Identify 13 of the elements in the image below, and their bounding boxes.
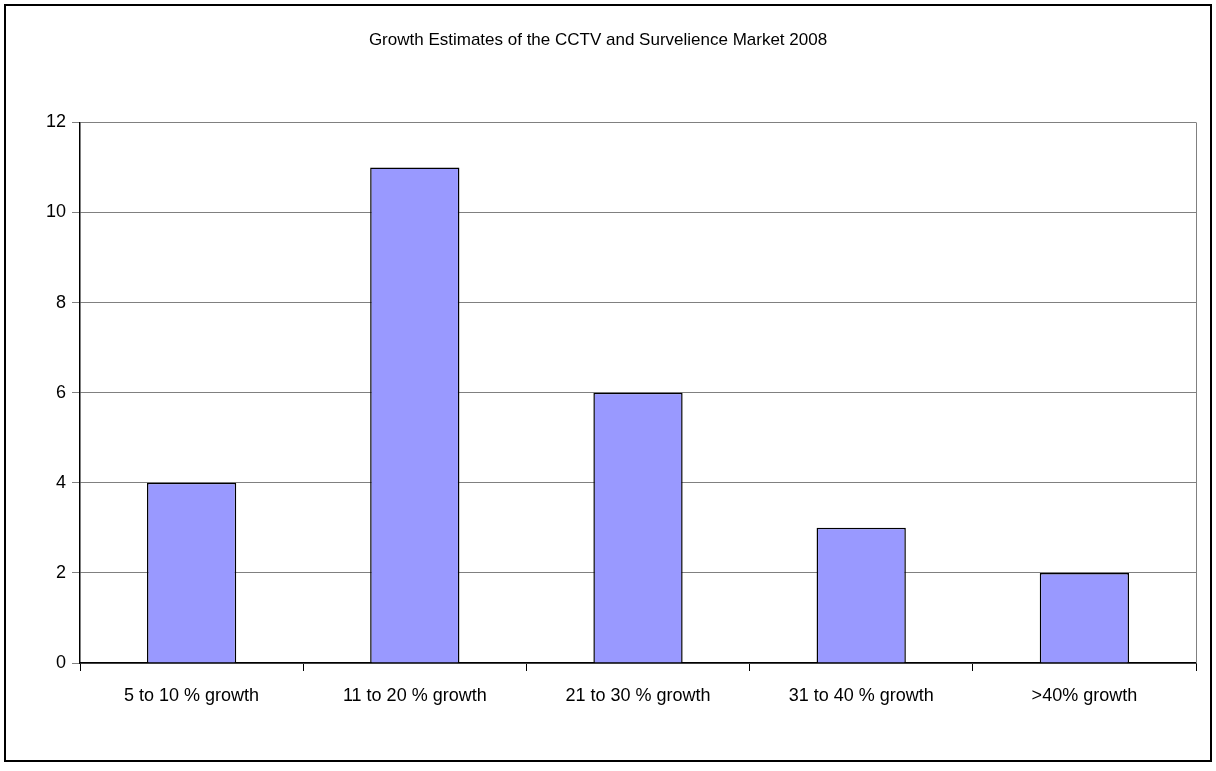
y-tick-label: 6 [55,381,66,402]
chart-title: Growth Estimates of the CCTV and Survelience Market 2008 [368,29,828,49]
x-tick-label: 5 to 10 % growth [124,684,260,705]
y-tick-label: 0 [55,651,66,672]
x-tick-label: 11 to 20 % growth [342,684,487,705]
x-tick-label: 31 to 40 % growth [788,684,934,705]
y-tick-label: 4 [55,471,66,492]
y-tick-label: 10 [45,201,66,222]
y-tick-label: 8 [55,291,66,312]
y-tick-label: 2 [55,561,66,582]
y-tick-label: 12 [45,111,66,132]
x-tick-label: 21 to 30 % growth [565,684,711,705]
x-tick-label: >40% growth [1031,684,1138,705]
